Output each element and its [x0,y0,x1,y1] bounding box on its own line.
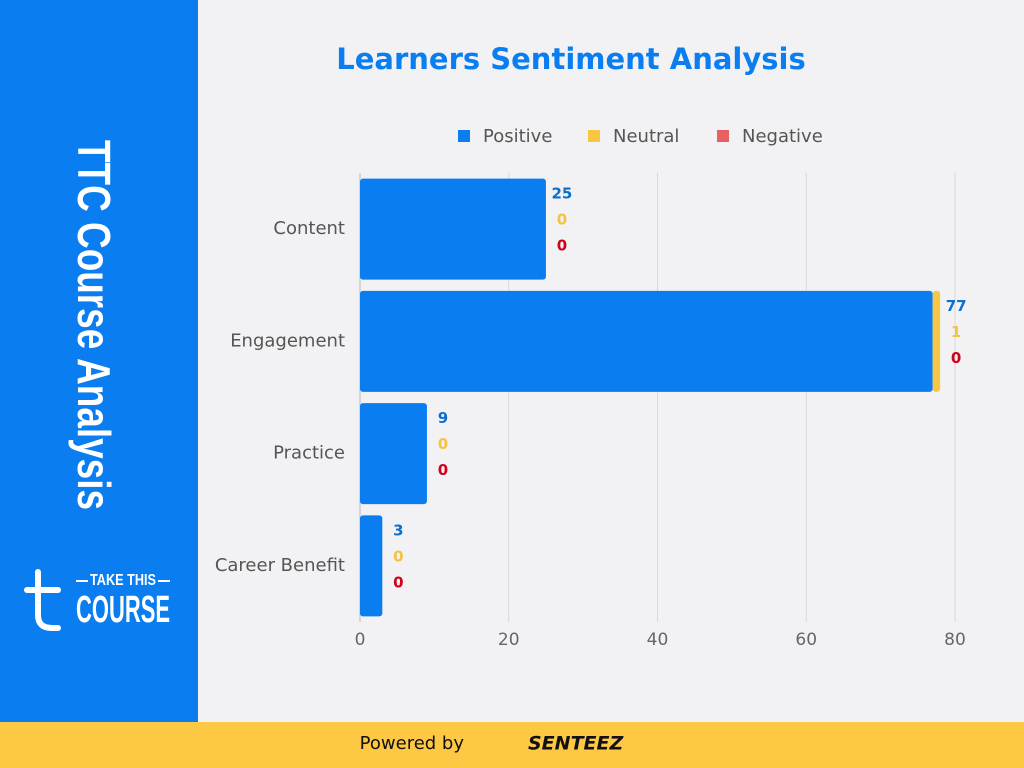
legend-swatch [458,130,470,142]
y-tick-label: Engagement [230,330,345,351]
legend-label: Positive [483,126,552,147]
value-label: 0 [951,349,961,367]
sidebar-title: TTC Course Analysis [68,140,120,510]
x-tick-label: 0 [355,630,366,650]
legend-swatch [717,130,729,142]
bar-segment [932,290,941,392]
x-tick-label: 60 [795,630,817,650]
bar-segment [360,515,383,617]
value-label: 1 [951,323,961,341]
y-tick-label: Career Benefit [215,555,345,576]
y-tick-label: Content [273,218,345,239]
value-label: 3 [393,521,403,539]
legend-swatch [588,130,600,142]
x-tick-label: 20 [498,630,520,650]
bar-segment [360,290,933,392]
value-label: 0 [438,435,448,453]
legend-label: Negative [742,126,823,147]
footer-brand: SENTEEZ [528,733,624,755]
y-tick-label: Practice [273,443,345,464]
footer-prefix: Powered by [360,733,465,754]
logo-top: TAKE THIS [90,572,156,589]
value-label: 0 [438,461,448,479]
value-label: 0 [393,573,403,591]
logo-bottom: COURSE [76,589,170,631]
x-tick-label: 40 [647,630,669,650]
bar-segment [360,403,427,505]
sidebar [0,0,198,722]
chart-title: Learners Sentiment Analysis [336,42,805,76]
value-label: 77 [946,297,967,315]
footer [0,722,1024,768]
value-label: 0 [557,237,567,255]
x-tick-label: 80 [944,630,966,650]
value-label: 0 [393,547,403,565]
bar-segment [360,178,546,280]
logo [24,569,61,631]
value-label: 0 [557,211,567,229]
logo-icon [35,569,61,631]
value-label: 25 [552,185,573,203]
legend-label: Neutral [613,126,679,147]
value-label: 9 [438,409,448,427]
